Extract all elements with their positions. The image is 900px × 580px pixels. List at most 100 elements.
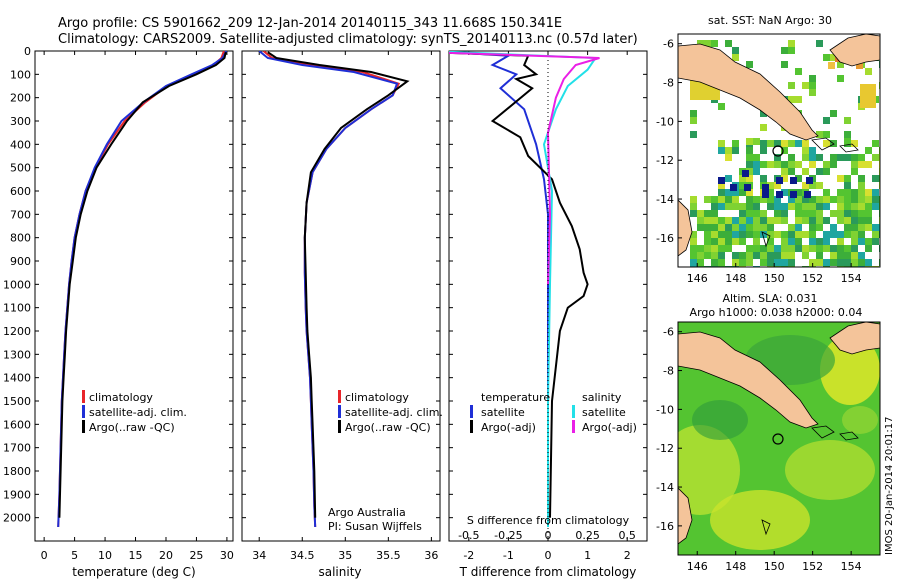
sst-cell	[725, 196, 732, 203]
legend-label-argo: Argo(..raw -QC)	[345, 421, 431, 434]
sst-cell	[823, 245, 830, 252]
sst-cell	[795, 203, 802, 210]
legend-swatch-argo	[82, 420, 85, 433]
sst-cell	[809, 182, 816, 189]
sst-cell	[739, 259, 746, 266]
sst-cell	[837, 245, 844, 252]
sst-cell	[697, 224, 704, 231]
sst-cell	[809, 245, 816, 252]
sst-cell	[730, 184, 737, 191]
sst-cell	[774, 196, 781, 203]
sst-cell	[823, 54, 830, 61]
sst-cell	[732, 203, 739, 210]
temperature-axis-ticks: 0 5 10 15 20 25 30	[41, 51, 234, 562]
sst-cell	[788, 47, 795, 54]
sla-field	[678, 322, 880, 550]
sst-cell	[753, 224, 760, 231]
sst-cell	[809, 231, 816, 238]
lon-tick-label: 150	[764, 560, 785, 573]
sst-cell	[802, 182, 809, 189]
sst-cell	[865, 245, 872, 252]
sst-cell	[718, 245, 725, 252]
sst-cell	[851, 203, 858, 210]
sst-cell	[830, 161, 837, 168]
sst-cell	[816, 238, 823, 245]
annotation-argo-australia: Argo Australia	[328, 506, 406, 519]
sst-cell	[739, 175, 746, 182]
lon-tick-label: 148	[725, 272, 746, 285]
salinity-difference-ticks: -0.5 -0.25 0 0.25 0.5	[458, 529, 636, 542]
sst-cell	[851, 210, 858, 217]
sst-cell	[851, 224, 858, 231]
sst-cell	[837, 154, 844, 161]
sst-cell	[732, 54, 739, 61]
sst-cell	[809, 217, 816, 224]
sst-cell	[837, 210, 844, 217]
sst-cell	[697, 245, 704, 252]
sst-map-panel: sat. SST: NaN Argo: 30 146 148 150 152 154 -…	[656, 14, 881, 285]
sst-cell	[802, 168, 809, 175]
sst-cell	[802, 154, 809, 161]
sst-cell	[802, 210, 809, 217]
sst-land	[678, 34, 880, 257]
sst-map-title: sat. SST: NaN Argo: 30	[708, 14, 832, 27]
legend-swatch-satellite-adj	[82, 405, 85, 418]
legend-swatch-temp-argo	[470, 420, 473, 433]
sst-cell	[753, 238, 760, 245]
x-tick-label: 34.5	[290, 549, 315, 562]
sst-cell	[858, 210, 865, 217]
sst-cell	[844, 175, 851, 182]
sst-cell	[739, 238, 746, 245]
sst-cell	[781, 252, 788, 259]
salinity-legend: climatology satellite-adj. clim. Argo(..…	[338, 390, 443, 434]
sst-cell	[872, 231, 879, 238]
legend-label-argo: Argo(..raw -QC)	[89, 421, 175, 434]
sst-cell	[746, 147, 753, 154]
sst-cell	[781, 210, 788, 217]
temperature-panel: 0100200300400500600700800900100011001200…	[3, 45, 234, 579]
sst-cell	[816, 252, 823, 259]
sst-cell	[781, 217, 788, 224]
sst-cell	[760, 224, 767, 231]
lat-tick-label: -16	[656, 520, 674, 533]
sst-map-lon-ticks: 146 148 150 152 154	[687, 263, 862, 285]
sst-cell	[753, 217, 760, 224]
sst-cell	[802, 217, 809, 224]
australia-land	[678, 199, 693, 257]
sst-cell	[753, 231, 760, 238]
salinity-panel: 34 34.5 35 35.5 36 climatology satellite-adj…	[241, 50, 443, 579]
sst-cell	[830, 110, 837, 117]
difference-depth-ticks	[449, 50, 647, 519]
sst-cell	[744, 184, 751, 191]
sst-cell	[851, 238, 858, 245]
sst-cell	[760, 259, 767, 266]
sst-cell	[718, 189, 725, 196]
sst-cell	[830, 54, 837, 61]
sla-blob	[678, 425, 740, 515]
sst-cell	[753, 154, 760, 161]
sst-cell	[830, 231, 837, 238]
sst-cell	[816, 182, 823, 189]
sst-cell	[809, 210, 816, 217]
sst-cell	[767, 189, 774, 196]
sst-cell	[711, 210, 718, 217]
legend-swatch-argo	[338, 420, 341, 433]
sst-cell	[732, 252, 739, 259]
sst-cell	[781, 168, 788, 175]
x-tick-label: 35	[338, 549, 352, 562]
sst-cell	[828, 62, 835, 69]
sst-cell	[844, 252, 851, 259]
sst-cell	[704, 40, 711, 47]
sst-cell	[844, 210, 851, 217]
sst-cell	[781, 140, 788, 147]
sst-cell	[790, 177, 797, 184]
sst-cell	[718, 147, 725, 154]
sst-cell	[858, 161, 865, 168]
sst-cell	[739, 252, 746, 259]
sst-cell	[851, 196, 858, 203]
sst-cell	[767, 196, 774, 203]
sst-cell	[774, 182, 781, 189]
sst-cell	[788, 245, 795, 252]
sst-cell	[732, 140, 739, 147]
x-tick-label: 15	[129, 549, 143, 562]
